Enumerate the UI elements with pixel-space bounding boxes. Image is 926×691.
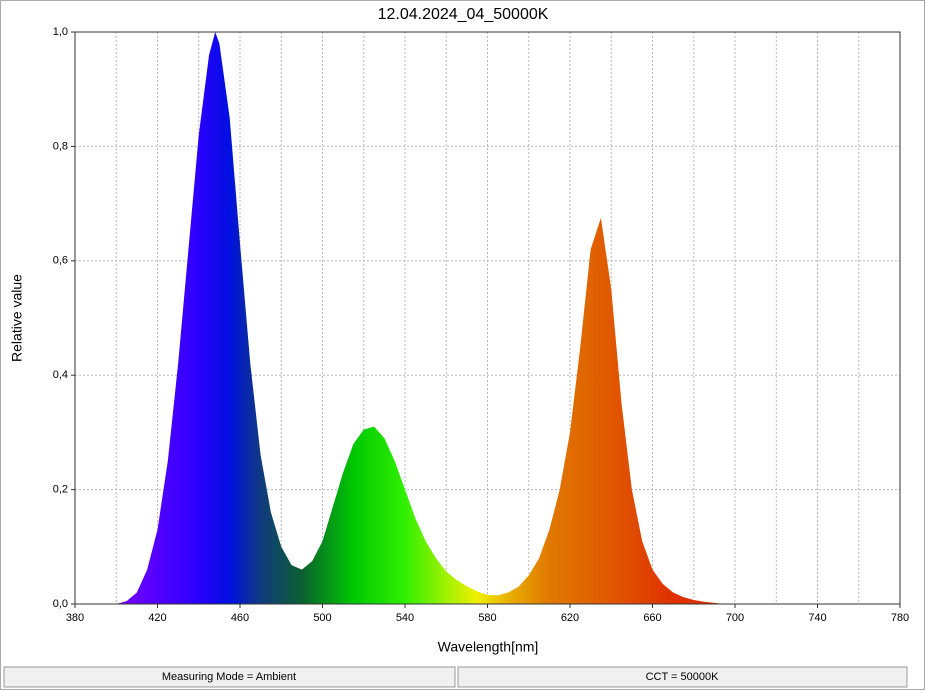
chart-title: 12.04.2024_04_50000K	[378, 6, 549, 23]
x-tick-label: 500	[313, 612, 331, 624]
x-axis-label: Wavelength[nm]	[438, 639, 539, 655]
y-tick-label: 0,8	[53, 140, 68, 152]
x-tick-label: 740	[808, 612, 826, 624]
x-tick-label: 420	[148, 612, 166, 624]
status-text: Measuring Mode = Ambient	[162, 671, 296, 683]
spectrum-area	[75, 32, 900, 604]
y-tick-label: 0,4	[53, 369, 68, 381]
y-axis-label: Relative value	[9, 274, 25, 362]
status-text: CCT = 50000K	[646, 671, 720, 683]
x-tick-label: 580	[478, 612, 496, 624]
x-tick-label: 380	[66, 612, 84, 624]
x-tick-label: 780	[891, 612, 909, 624]
x-tick-label: 540	[396, 612, 414, 624]
status-cell	[457, 666, 908, 688]
y-tick-label: 1,0	[53, 26, 68, 38]
y-tick-label: 0,0	[53, 598, 68, 610]
y-tick-label: 0,2	[53, 484, 68, 496]
x-tick-label: 460	[231, 612, 249, 624]
x-tick-label: 660	[643, 612, 661, 624]
status-cell	[3, 666, 456, 688]
x-tick-label: 620	[561, 612, 579, 624]
x-tick-label: 700	[726, 612, 744, 624]
y-tick-label: 0,6	[53, 255, 68, 267]
